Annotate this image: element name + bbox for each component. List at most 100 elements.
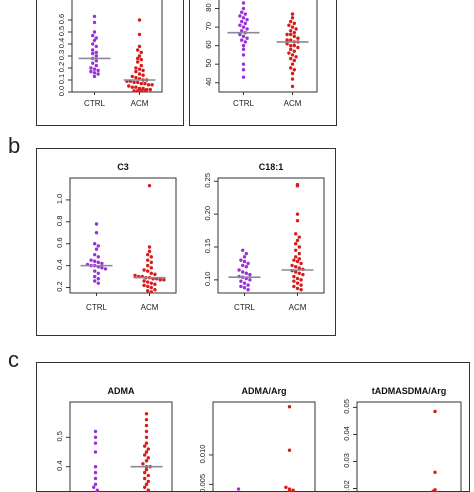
data-point-acm <box>292 279 296 283</box>
y-tick-label: 0.02 <box>342 480 351 492</box>
data-point-ctrl <box>103 267 108 271</box>
data-point-acm <box>294 242 298 246</box>
data-point-ctrl <box>96 281 100 285</box>
data-point-acm <box>146 83 151 87</box>
data-point-acm <box>137 72 142 76</box>
y-tick-label: 0.3 <box>57 50 66 60</box>
data-point-ctrl <box>241 16 246 20</box>
data-point-acm <box>144 450 149 454</box>
data-point-ctrl <box>92 485 96 489</box>
data-point-acm <box>290 25 295 29</box>
data-point-acm <box>137 67 142 71</box>
data-point-ctrl <box>93 429 98 434</box>
data-point-acm <box>141 73 145 77</box>
plot-frame <box>218 0 318 93</box>
data-point-ctrl <box>93 470 98 475</box>
data-point-acm <box>139 81 143 86</box>
data-point-acm <box>143 470 147 475</box>
data-point-ctrl <box>93 482 98 487</box>
data-point-acm <box>150 83 154 87</box>
data-point-acm <box>137 44 142 49</box>
y-tick-label: 0.4 <box>55 259 64 269</box>
chart-title: ADMA <box>108 386 135 396</box>
data-point-acm <box>139 63 143 68</box>
data-point-ctrl <box>245 17 249 22</box>
data-point-acm <box>290 84 295 89</box>
data-point-acm <box>301 272 305 277</box>
data-point-ctrl <box>94 222 99 226</box>
plot-frame <box>212 401 316 492</box>
data-point-acm <box>287 487 292 491</box>
chart-a-right: 40 50 60 70 80 CTRL ACM <box>204 0 318 108</box>
data-point-acm <box>136 80 140 85</box>
data-point-acm <box>143 485 147 489</box>
chart-b-right: C18:1 0.10 0.15 0.20 0.25 CTRL ACM <box>203 162 325 312</box>
data-point-acm <box>130 85 134 89</box>
data-point-ctrl <box>94 44 98 49</box>
data-point-acm <box>144 429 149 434</box>
data-point-ctrl <box>94 247 99 251</box>
data-point-acm <box>136 56 140 61</box>
data-point-acm <box>285 32 289 37</box>
data-point-ctrl <box>89 69 93 74</box>
data-point-acm <box>141 68 145 73</box>
data-point-ctrl <box>93 242 97 246</box>
panel-c-frame <box>36 362 470 492</box>
data-point-ctrl <box>93 476 98 481</box>
plot-frame <box>217 177 325 294</box>
data-point-ctrl <box>244 251 248 256</box>
y-tick-label: 0.0 <box>57 86 66 96</box>
panel-a-left-frame <box>36 0 184 126</box>
data-point-acm <box>294 270 298 274</box>
data-point-ctrl <box>94 50 98 55</box>
data-point-acm <box>290 53 295 57</box>
data-point-ctrl <box>93 441 98 445</box>
data-point-ctrl <box>242 286 247 290</box>
data-point-acm <box>295 259 300 264</box>
data-point-acm <box>139 57 143 62</box>
data-point-ctrl <box>91 61 95 65</box>
data-point-acm <box>287 23 291 27</box>
data-point-acm <box>146 252 150 257</box>
data-point-ctrl <box>94 63 98 68</box>
data-point-ctrl <box>246 261 250 266</box>
x-tick-label-ctrl: CTRL <box>86 303 107 312</box>
data-point-ctrl <box>248 272 252 277</box>
plot-frame <box>69 177 177 294</box>
data-point-acm <box>289 19 293 24</box>
plot-frame <box>356 401 462 492</box>
data-point-acm <box>147 183 152 188</box>
x-tick-label-acm: ACM <box>131 99 149 108</box>
data-point-ctrl <box>96 244 100 248</box>
data-point-acm <box>144 459 149 463</box>
data-point-ctrl <box>93 435 98 439</box>
data-point-ctrl <box>239 279 243 283</box>
data-point-acm <box>153 288 157 292</box>
data-point-acm <box>297 257 301 261</box>
data-point-acm <box>295 212 300 216</box>
data-point-acm <box>142 268 146 272</box>
data-point-ctrl <box>241 248 245 252</box>
data-point-acm <box>433 488 437 492</box>
data-point-acm <box>292 49 296 53</box>
y-tick-label: 40 <box>204 78 213 86</box>
data-point-ctrl <box>246 288 250 292</box>
data-point-acm <box>144 441 149 445</box>
data-point-acm <box>295 182 300 187</box>
data-point-acm <box>146 258 150 262</box>
data-point-ctrl <box>92 67 97 71</box>
y-tick-label: 70 <box>204 22 213 30</box>
x-tick-label-acm: ACM <box>289 303 307 312</box>
data-point-acm <box>292 258 296 262</box>
data-point-acm <box>289 29 293 33</box>
data-point-ctrl <box>240 38 244 42</box>
data-point-acm <box>146 456 150 460</box>
data-point-acm <box>289 38 293 42</box>
data-point-acm <box>295 219 300 223</box>
data-point-acm <box>295 238 300 243</box>
y-tick-label: 0.4 <box>55 460 64 470</box>
data-point-ctrl <box>244 271 248 275</box>
data-point-acm <box>137 32 142 37</box>
data-point-acm <box>292 284 296 289</box>
data-point-acm <box>290 71 295 76</box>
